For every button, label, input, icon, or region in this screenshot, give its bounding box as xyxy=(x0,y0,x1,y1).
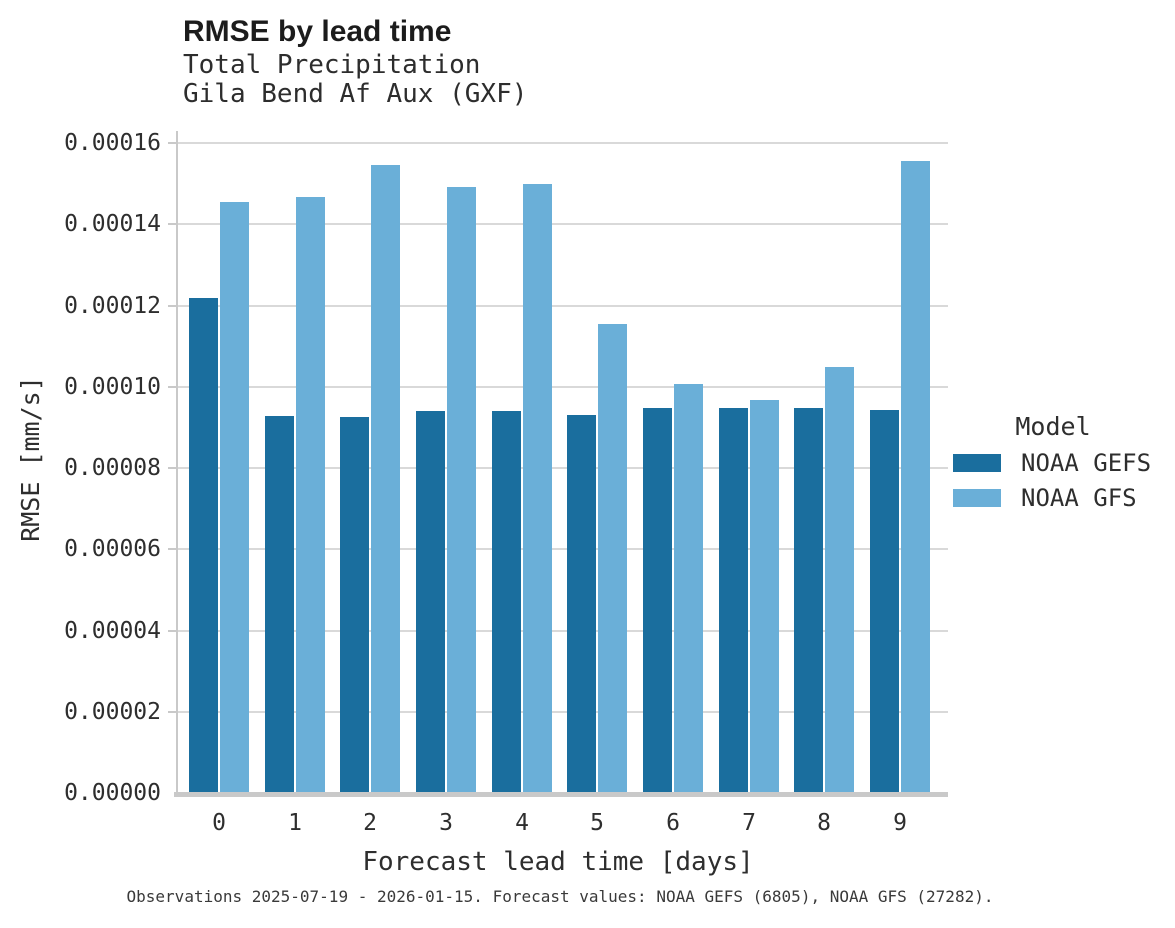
bar-noaa-gfs-lead-2 xyxy=(371,165,400,792)
chart-subtitle-variable: Total Precipitation xyxy=(183,50,481,80)
y-tick-label: 0.00000 xyxy=(64,780,161,806)
y-gridline xyxy=(178,629,948,632)
bar-noaa-gfs-lead-4 xyxy=(523,184,552,792)
y-tick-mark xyxy=(168,467,176,469)
bar-noaa-gefs-lead-4 xyxy=(492,411,521,792)
x-tick-label: 8 xyxy=(817,810,831,836)
bar-noaa-gfs-lead-3 xyxy=(447,187,476,792)
bar-noaa-gefs-lead-7 xyxy=(719,408,748,792)
y-gridline xyxy=(178,548,948,551)
y-tick-mark xyxy=(168,710,176,713)
x-tick-label: 1 xyxy=(288,810,302,836)
x-tick-label: 6 xyxy=(666,810,680,836)
legend-rows: NOAA GEFS NOAA GFS xyxy=(953,449,1163,512)
x-axis-line xyxy=(174,792,948,797)
y-tick-mark xyxy=(168,548,176,551)
y-gridline xyxy=(178,710,948,713)
y-tick-mark xyxy=(168,385,176,388)
chart-subtitle-station: Gila Bend Af Aux (GXF) xyxy=(183,79,528,109)
bar-noaa-gfs-lead-0 xyxy=(220,202,249,792)
x-axis-title: Forecast lead time [days] xyxy=(362,847,754,877)
legend-swatch-noaa-gfs xyxy=(953,489,1001,507)
bar-noaa-gfs-lead-1 xyxy=(296,197,325,792)
bar-noaa-gfs-lead-8 xyxy=(825,367,854,792)
y-tick-label: 0.00006 xyxy=(64,536,161,563)
legend-swatch-noaa-gefs xyxy=(953,454,1001,472)
y-gridline xyxy=(178,467,948,469)
y-tick-label: 0.00016 xyxy=(64,130,161,156)
bar-noaa-gfs-lead-5 xyxy=(598,324,627,792)
bar-noaa-gefs-lead-5 xyxy=(567,415,596,792)
bar-noaa-gefs-lead-1 xyxy=(265,416,294,792)
x-tick-label: 5 xyxy=(590,810,604,836)
legend-item-noaa-gfs: NOAA GFS xyxy=(953,484,1163,512)
chart-footer-caption: Observations 2025-07-19 - 2026-01-15. Fo… xyxy=(126,887,994,906)
x-tick-label: 3 xyxy=(439,810,453,836)
x-tick-label: 0 xyxy=(212,810,226,836)
chart-title: RMSE by lead time xyxy=(183,15,452,48)
y-tick-mark xyxy=(168,223,176,226)
legend-item-noaa-gefs: NOAA GEFS xyxy=(953,449,1163,477)
bar-noaa-gefs-lead-0 xyxy=(189,298,218,792)
x-tick-label: 7 xyxy=(742,810,756,836)
y-tick-label: 0.00002 xyxy=(64,698,161,725)
legend-label-noaa-gfs: NOAA GFS xyxy=(1021,484,1137,512)
y-tick-mark xyxy=(168,304,176,307)
y-tick-mark xyxy=(168,629,176,632)
y-tick-label: 0.00010 xyxy=(64,373,161,400)
y-gridline xyxy=(178,142,948,144)
y-tick-label: 0.00014 xyxy=(64,211,161,238)
y-tick-mark xyxy=(168,142,176,144)
bar-noaa-gefs-lead-2 xyxy=(340,417,369,792)
y-tick-label: 0.00008 xyxy=(64,455,161,481)
legend: Model NOAA GEFS NOAA GFS xyxy=(953,412,1163,524)
y-axis-title: RMSE [mm/s] xyxy=(16,376,45,542)
bar-noaa-gfs-lead-7 xyxy=(750,400,779,792)
x-tick-label: 4 xyxy=(515,810,529,836)
y-gridline xyxy=(178,304,948,307)
y-gridline xyxy=(178,223,948,226)
x-tick-label: 9 xyxy=(893,810,907,836)
bar-noaa-gefs-lead-9 xyxy=(870,410,899,792)
bar-noaa-gefs-lead-3 xyxy=(416,411,445,792)
legend-title: Model xyxy=(1015,412,1091,441)
bar-noaa-gfs-lead-6 xyxy=(674,384,703,792)
y-gridline xyxy=(178,385,948,388)
x-tick-label: 2 xyxy=(363,810,377,836)
y-tick-label: 0.00004 xyxy=(64,617,161,644)
bar-noaa-gefs-lead-8 xyxy=(794,408,823,792)
y-axis-spine xyxy=(176,131,178,797)
bar-noaa-gefs-lead-6 xyxy=(643,408,672,792)
y-tick-label: 0.00012 xyxy=(64,292,161,319)
legend-label-noaa-gefs: NOAA GEFS xyxy=(1021,449,1152,477)
bar-noaa-gfs-lead-9 xyxy=(901,161,930,792)
